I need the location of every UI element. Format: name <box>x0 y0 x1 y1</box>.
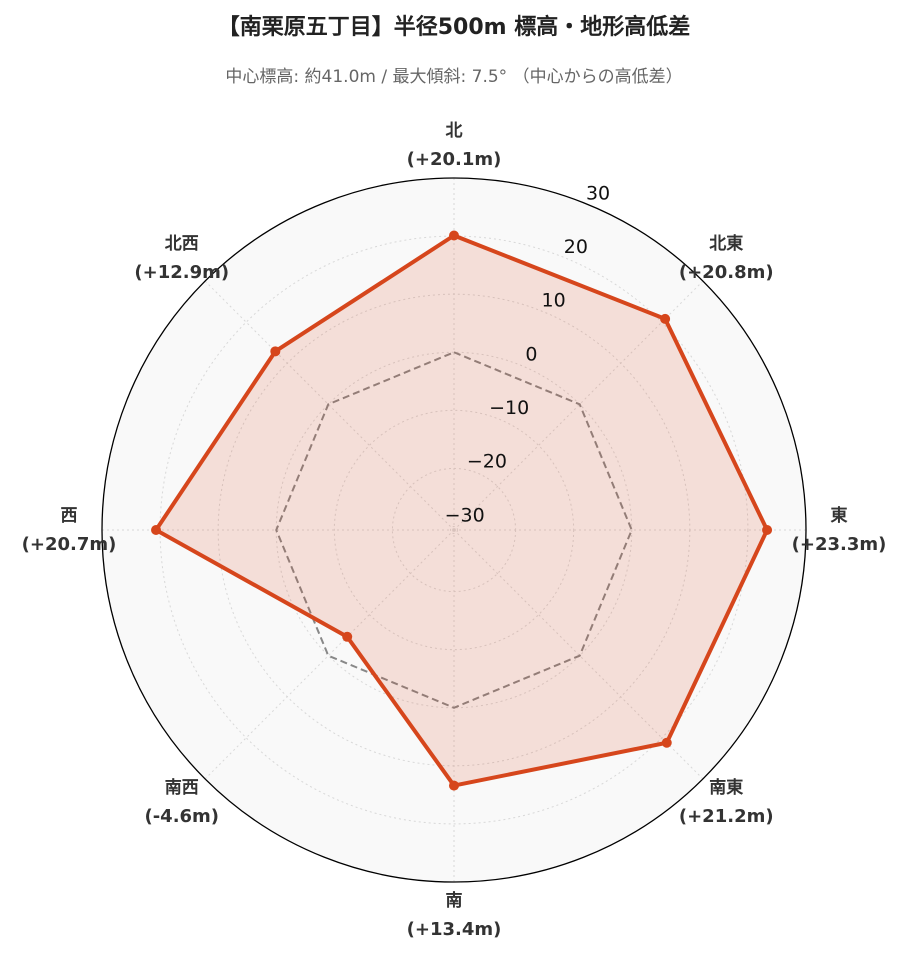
spoke <box>204 280 455 531</box>
value-label: (+20.7m) <box>22 534 117 555</box>
category-label: 東 <box>831 505 848 526</box>
category-label: 西 <box>61 506 78 526</box>
point <box>661 737 672 748</box>
point <box>660 313 671 324</box>
r-tick-label: 0 <box>525 343 537 365</box>
value-label: (+12.9m) <box>134 262 229 283</box>
area <box>156 235 768 786</box>
category-label: 南 <box>446 890 463 911</box>
point <box>449 230 459 241</box>
r-tick-label: 30 <box>586 182 610 204</box>
category-label: 北東 <box>709 233 743 254</box>
category-label: 北 <box>446 121 463 141</box>
plot-border <box>101 177 807 883</box>
r-tick-label: −10 <box>489 397 529 419</box>
grid-circle <box>333 409 575 651</box>
chart-subtitle: 中心標高: 約41.0m / 最大傾斜: 7.5° （中心からの高低差） <box>225 67 682 87</box>
r-tick-label: 10 <box>542 290 566 312</box>
value-label: (+21.2m) <box>679 806 774 827</box>
value-label: (+20.1m) <box>407 149 502 170</box>
zero-line <box>275 351 633 709</box>
spoke <box>204 529 455 780</box>
point <box>762 525 773 535</box>
category-label: 北西 <box>165 234 199 254</box>
category-label: 南東 <box>709 777 743 798</box>
chart-title: 【南栗原五丁目】半径500m 標高・地形高低差 <box>218 14 691 40</box>
grid-circle <box>275 351 633 709</box>
point <box>270 346 281 357</box>
category-label: 南西 <box>165 777 199 798</box>
value-label: (+13.4m) <box>407 919 502 940</box>
r-tick-label: 20 <box>564 236 588 258</box>
point <box>342 631 353 642</box>
point <box>449 780 459 791</box>
spoke <box>453 529 704 780</box>
spoke <box>453 280 704 531</box>
grid-circle <box>159 235 749 825</box>
value-label: (+20.8m) <box>679 262 774 283</box>
grid-circle <box>450 526 458 534</box>
point <box>151 525 162 535</box>
value-label: (+23.3m) <box>792 534 887 555</box>
value-label: (-4.6m) <box>144 806 219 827</box>
r-tick-label: −30 <box>445 504 485 526</box>
r-tick-label: −20 <box>467 451 507 473</box>
